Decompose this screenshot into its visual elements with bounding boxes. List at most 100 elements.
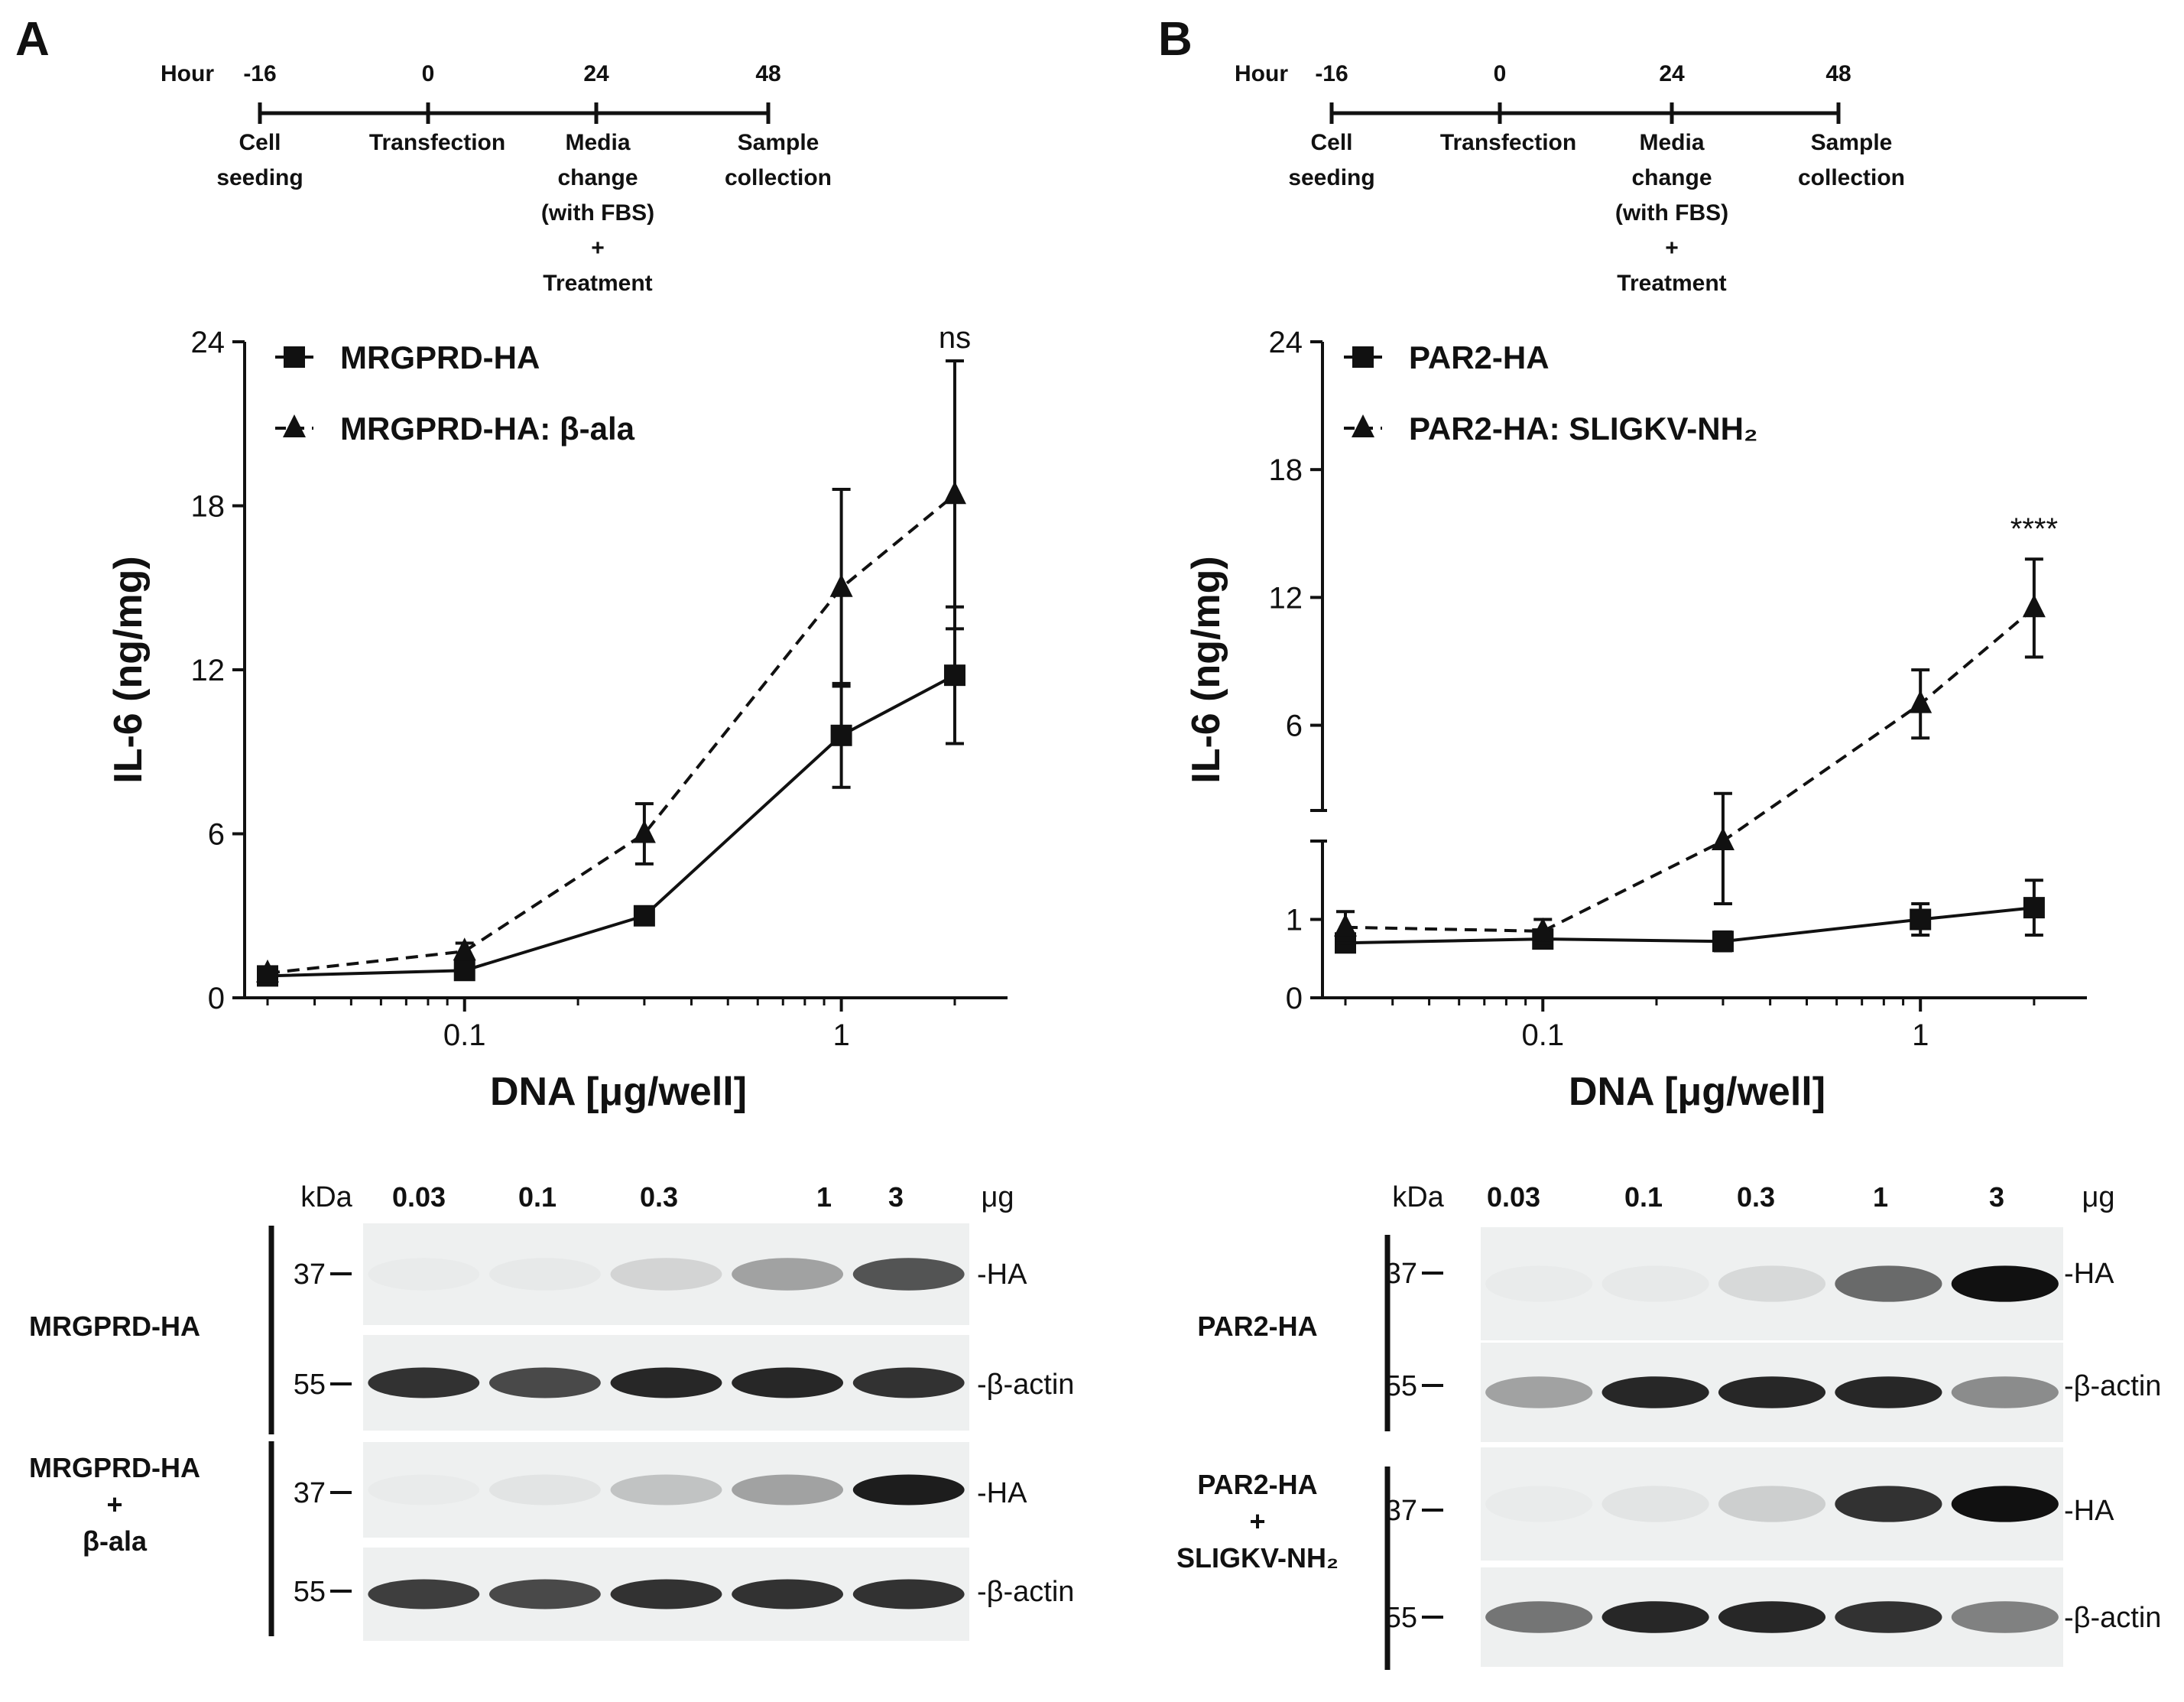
blot-band [488,1579,601,1609]
timeline-tick-label: 0 [1494,61,1507,86]
panel-letter: B [1158,13,1193,66]
blot-lane-label: 0.1 [518,1181,557,1213]
blot-kda-marker: 37 [1385,1258,1417,1290]
y-axis-title: IL-6 (ng/mg) [1184,556,1228,784]
legend-label: MRGPRD-HA: β-ala [340,411,635,447]
data-point-triangle [2022,594,2046,618]
blot-band [732,1474,844,1505]
blot-band [852,1258,965,1291]
data-point-triangle [453,937,476,961]
blot-band [732,1258,844,1291]
blot-band [1485,1376,1593,1408]
data-point-square [1712,931,1734,953]
blot-band [1951,1265,2059,1302]
blot-lane-label: 1 [1873,1181,1888,1213]
blot-kda-marker: 55 [294,1369,326,1401]
blot-band-label: -β-actin [2064,1370,2161,1402]
blot-lane-label: 3 [1989,1181,2004,1213]
data-point-square [1910,908,1932,931]
blot-band-label: -β-actin [977,1576,1074,1608]
blot-band [1601,1486,1709,1522]
timeline-tick-label: 48 [755,61,780,86]
blot-band [1718,1601,1826,1633]
blot-kda-header: kDa [300,1181,352,1213]
blot-band [1601,1376,1709,1408]
series-line [267,493,956,975]
timeline-hour-label: Hour [161,61,214,86]
timeline-event-label: (with FBS) [1615,200,1728,226]
blot-band [488,1367,601,1398]
data-point-triangle [1711,827,1735,850]
timeline-event-label: seeding [1288,165,1374,190]
blot-kda-marker: 37 [294,1259,326,1291]
blot-band [368,1367,480,1398]
blot-band-label: -HA [2064,1495,2114,1527]
timeline-event-label: + [591,235,605,261]
data-point-triangle [943,481,966,505]
blot-band-label: -HA [977,1259,1027,1291]
panel-letter: A [15,13,50,66]
timeline-tick-label: 0 [422,61,435,86]
blot-band-label: -β-actin [2064,1602,2161,1634]
data-point-square [453,960,475,982]
blot-unit-label: μg [2082,1181,2114,1213]
blot-lane-label: 1 [816,1181,832,1213]
blot-band [852,1367,965,1398]
data-point-triangle [632,820,656,843]
y-tick-label: 0 [1286,982,1303,1015]
blot-kda-marker: 55 [294,1576,326,1608]
y-axis-title: IL-6 (ng/mg) [106,556,151,784]
blot-group-label: + [106,1489,122,1520]
blot-band [1485,1265,1592,1301]
timeline-event-label: seeding [216,165,303,190]
timeline-event-label: Treatment [543,271,652,296]
blot-band [610,1579,722,1609]
blot-group-label: SLIGKV-NH₂ [1176,1542,1339,1574]
legend-marker-triangle [1352,414,1374,437]
y-tick-label: 18 [191,490,226,524]
timeline-event-label: Sample [1811,130,1893,155]
blot-band [1951,1486,2059,1522]
timeline-event-label: Media [565,130,630,155]
blot-unit-label: μg [981,1181,1014,1213]
data-point-triangle [1334,913,1357,937]
timeline-event-label: Media [1639,130,1704,155]
timeline-event-label: Transfection [369,130,505,155]
y-tick-label: 6 [1286,710,1303,743]
timeline-event-label: (with FBS) [541,200,654,226]
data-point-triangle [256,959,279,983]
significance-annotation: **** [2010,512,2058,546]
blot-band [1835,1601,1942,1633]
series-line [267,674,956,978]
blot-band [1601,1265,1709,1301]
blot-band [1951,1376,2059,1408]
timeline-event-label: Transfection [1440,130,1576,155]
blot-band [1835,1376,1942,1408]
blot-band [489,1258,601,1291]
data-point-square [943,664,965,687]
blot-kda-marker: 55 [1385,1370,1417,1402]
data-point-square [2023,897,2045,919]
timeline-event-label: collection [1798,165,1905,190]
blot-band [1718,1486,1826,1522]
timeline-event-label: change [1631,165,1712,190]
blot-band [610,1258,722,1291]
blot-band [1835,1265,1942,1302]
blot-group-label: β-ala [83,1525,148,1557]
blot-band [610,1367,722,1398]
y-tick-label: 6 [208,818,225,852]
blot-group-label: MRGPRD-HA [29,1452,200,1483]
timeline-event-label: collection [725,165,832,190]
blot-band [1718,1376,1826,1408]
legend-label: MRGPRD-HA [340,339,540,375]
timeline-event-label: + [1665,235,1679,261]
blot-lane-label: 0.03 [392,1181,446,1213]
data-point-square [633,905,655,927]
data-point-triangle [829,573,853,597]
blot-band [488,1474,601,1505]
blot-lane-label: 0.3 [1737,1181,1775,1213]
blot-band [1485,1601,1593,1633]
blot-band [1485,1486,1592,1522]
blot-band-label: -HA [977,1477,1027,1509]
timeline-event-label: change [557,165,638,190]
